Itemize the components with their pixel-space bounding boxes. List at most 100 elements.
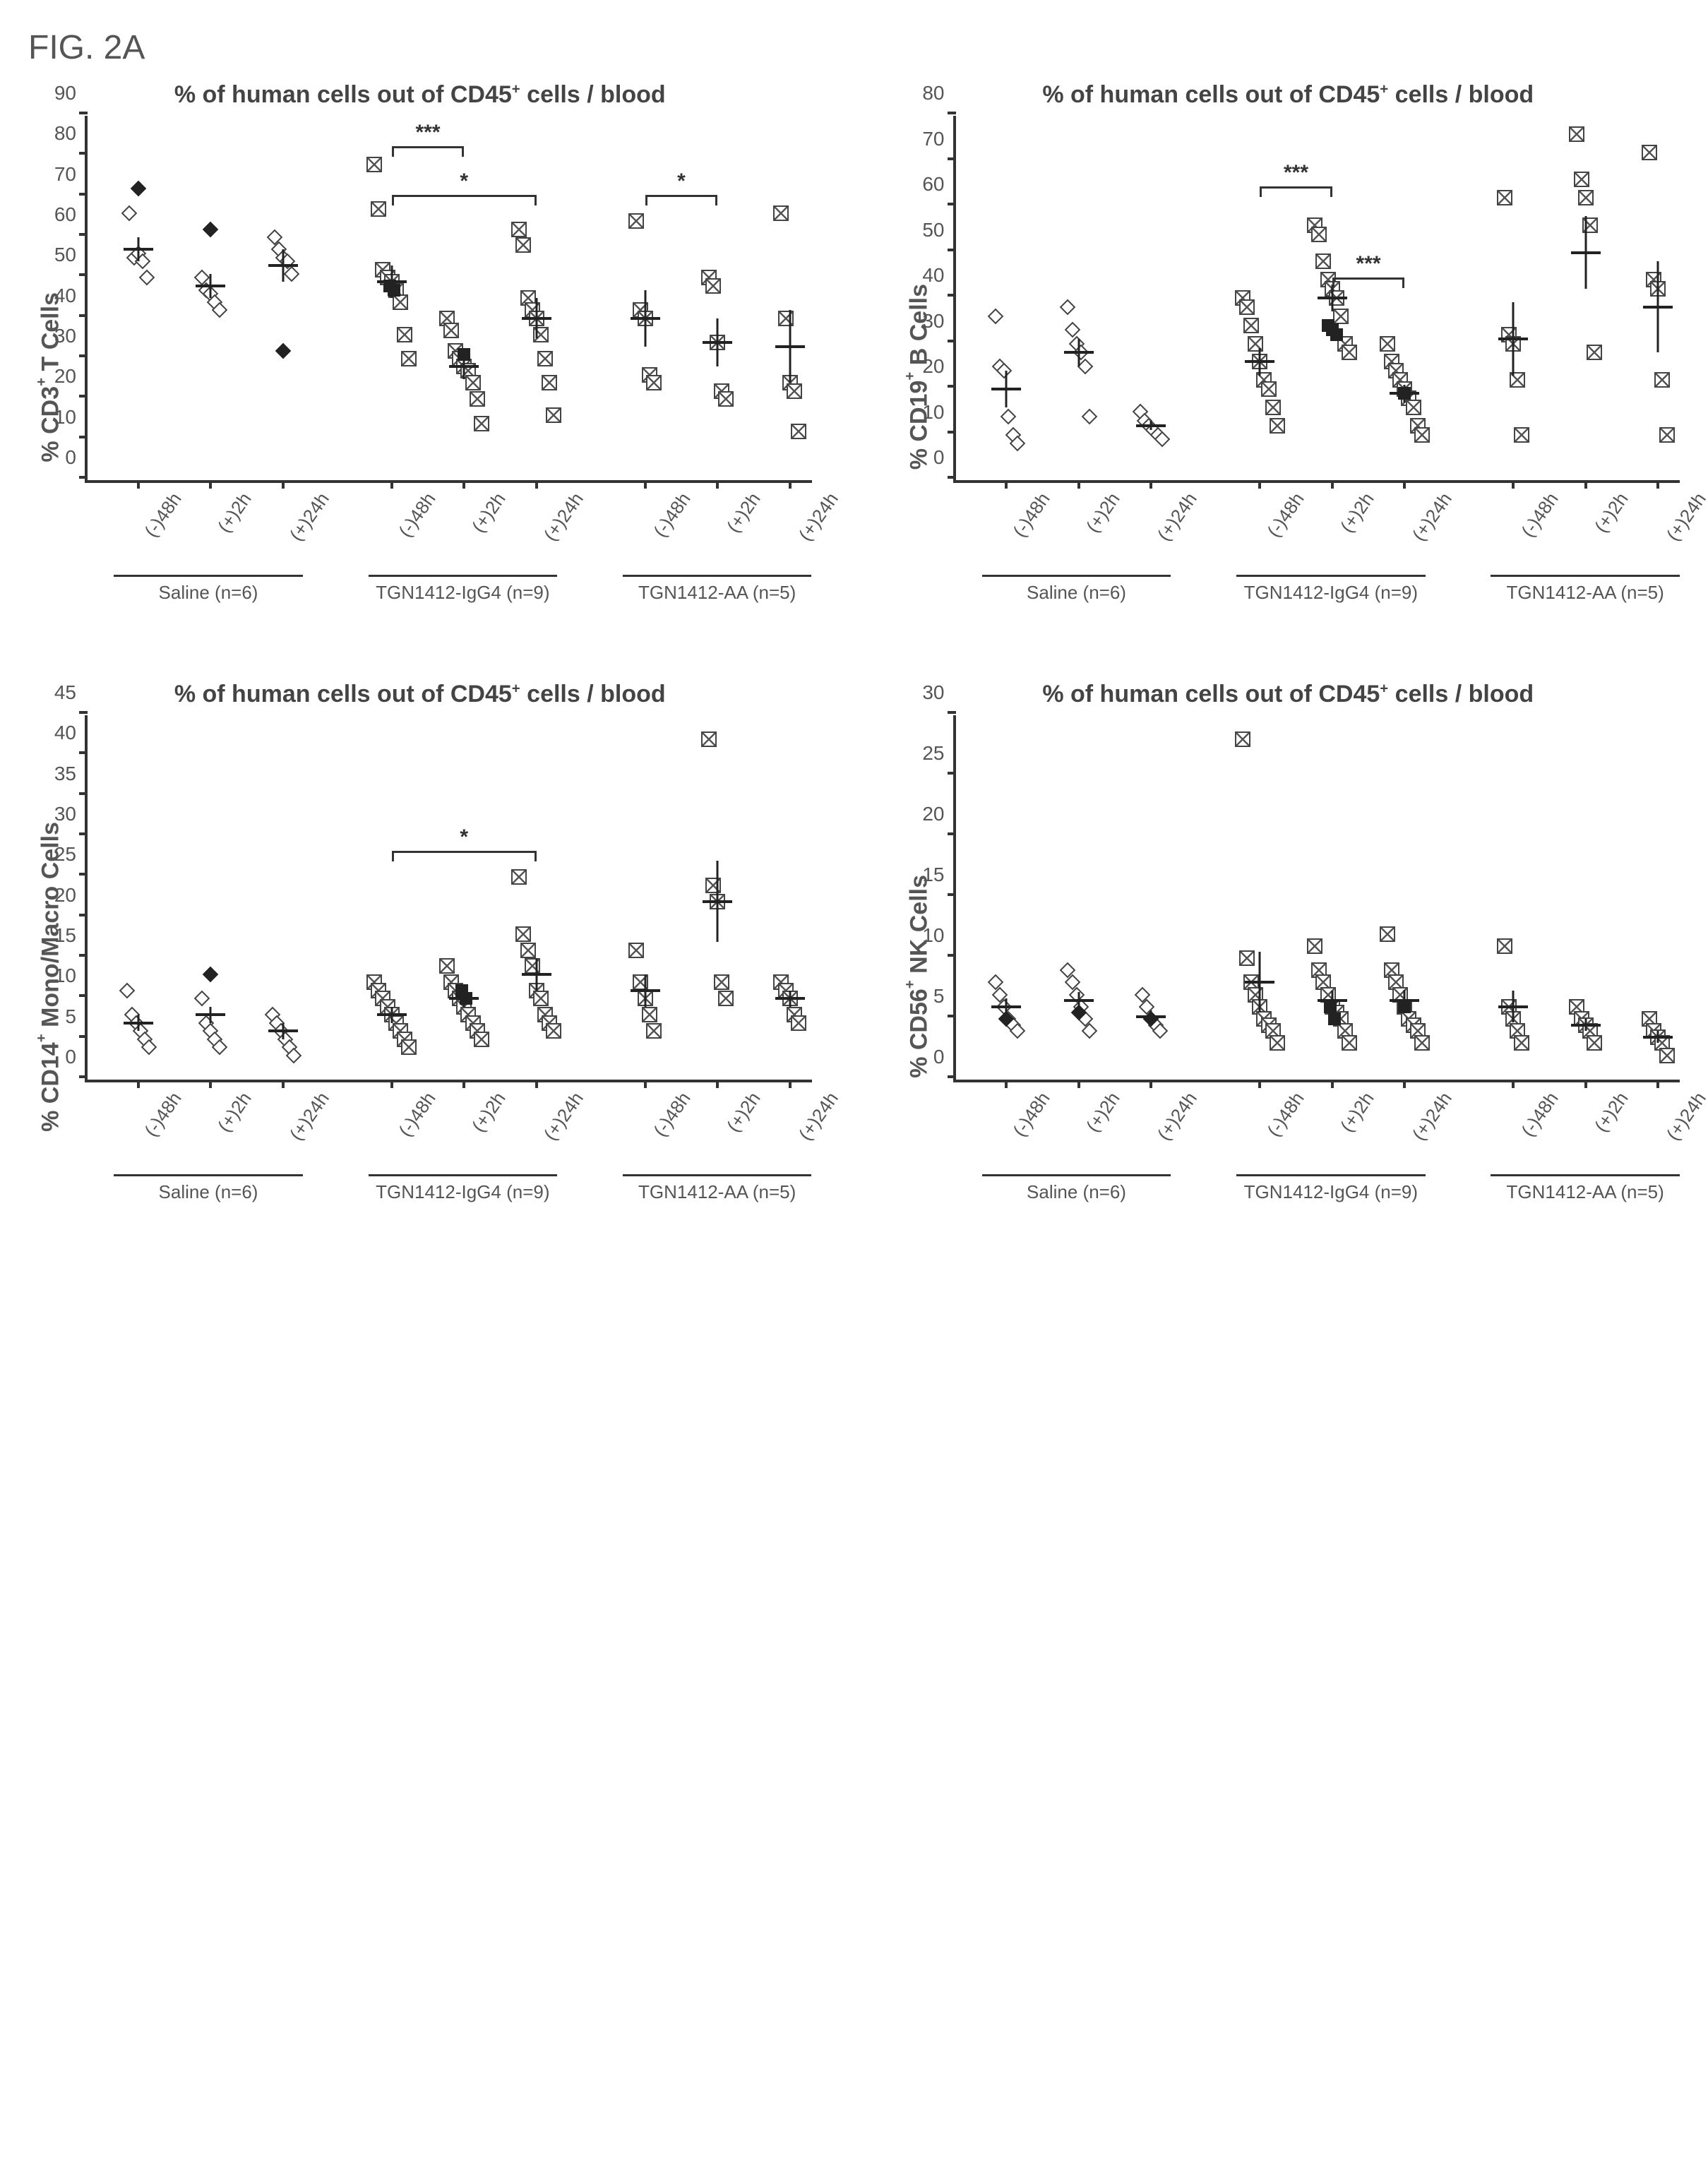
error-bar [1404,990,1406,1012]
data-point [1569,126,1584,142]
y-tick-label: 20 [922,355,955,378]
data-point [286,268,297,280]
marker-square-hatch [701,731,717,747]
data-point [1380,926,1395,942]
data-point [1311,227,1327,242]
x-tick-label: (+)2h [460,1082,510,1136]
marker-square-hatch [1270,1035,1285,1051]
marker-square-fill [388,284,400,297]
y-tick-label: 0 [933,1046,956,1068]
data-point [718,991,734,1006]
data-point [470,391,485,407]
data-point [1270,418,1285,434]
y-tick-label: 40 [922,264,955,287]
y-tick [948,249,956,251]
x-tick-label: (-)48h [1509,483,1563,542]
marker-square-hatch [443,323,459,338]
group-underline [369,1174,558,1176]
marker-square-hatch [515,926,531,942]
marker-square-hatch [533,991,549,1006]
error-bar [1077,339,1080,366]
x-tick-label: (-)48h [641,1082,695,1141]
y-tick [948,954,956,957]
marker-diamond-open [284,265,300,282]
error-bar [789,310,791,383]
marker-square-hatch [1659,1048,1675,1063]
data-point [1514,1035,1529,1051]
data-point [546,407,561,423]
data-point [124,208,135,219]
data-point [388,284,400,297]
data-point [401,351,417,366]
marker-diamond-fill [203,221,219,237]
data-point [205,224,216,235]
data-point [778,311,794,326]
y-tick-label: 45 [54,681,88,704]
x-tick-label: (+)24h [786,483,842,545]
marker-square-hatch [511,222,527,237]
significance-label: * [460,169,468,193]
data-point [705,278,721,294]
significance-label: * [677,169,686,193]
marker-square-hatch [1307,938,1322,954]
marker-diamond-open [1064,322,1080,338]
error-bar [789,991,791,1007]
error-bar [1259,348,1261,376]
marker-diamond-open [139,270,155,286]
marker-square-hatch [1414,427,1430,443]
error-bar [1657,1031,1659,1043]
y-tick-label: 15 [54,924,88,947]
group-label: TGN1412-IgG4 (n=9) [1244,1181,1418,1203]
x-tick-label: (+)2h [1073,1082,1124,1136]
group-label: Saline (n=6) [159,1181,258,1203]
x-tick-label: (+)24h [1399,483,1456,545]
y-tick-label: 50 [54,244,88,266]
y-tick [79,193,88,196]
y-tick [948,294,956,297]
data-point [714,974,729,990]
y-tick [79,476,88,479]
marker-square-hatch [1235,731,1250,747]
x-tick-label: (-)48h [386,483,441,542]
y-tick-label: 10 [54,406,88,429]
y-tick [79,354,88,357]
marker-square-hatch [1514,427,1529,443]
y-tick-label: 30 [54,803,88,825]
significance-label: *** [1356,252,1381,276]
y-tick-label: 10 [54,964,88,987]
x-tick-label: (-)48h [132,483,186,542]
data-point [1080,361,1091,372]
x-labels-area: (-)48h(+)2h(+)24h(-)48h(+)2h(+)24h(-)48h… [953,483,1680,638]
data-point [511,869,527,885]
marker-diamond-open [1060,299,1076,316]
data-point [1235,731,1250,747]
group-label: Saline (n=6) [159,582,258,604]
data-point [397,327,412,342]
marker-square-fill [1324,1001,1337,1013]
data-point [546,1023,561,1039]
data-point [628,213,644,229]
group-label: TGN1412-AA (n=5) [1507,1181,1664,1203]
significance-bracket [1332,277,1405,280]
data-point [633,974,648,990]
data-point [1497,938,1512,954]
data-point [1157,434,1168,445]
data-point [542,375,557,390]
x-tick-label: (+)24h [1145,1082,1202,1145]
x-tick-label: (+)2h [1327,483,1378,537]
y-tick [948,157,956,160]
y-tick [79,792,88,795]
x-tick-label: (+)24h [532,483,588,545]
y-tick-label: 20 [922,803,955,825]
y-tick [948,832,956,835]
marker-square-hatch [1239,299,1255,315]
error-bar [717,318,719,367]
y-tick [79,152,88,155]
error-bar [210,274,212,298]
marker-diamond-open [286,1047,302,1063]
data-point [787,383,802,399]
marker-square-hatch [642,1007,657,1022]
group-label: TGN1412-IgG4 (n=9) [1244,582,1418,604]
x-labels-area: (-)48h(+)2h(+)24h(-)48h(+)2h(+)24h(-)48h… [85,1082,812,1238]
marker-square-hatch [515,237,531,253]
